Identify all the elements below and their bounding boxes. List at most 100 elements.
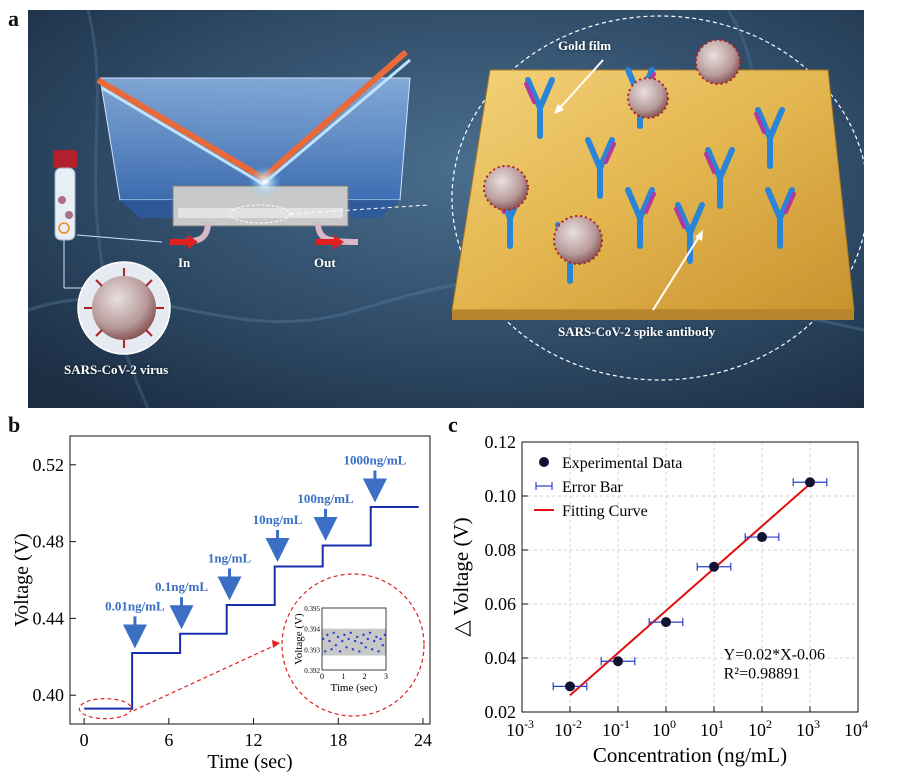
inset-pointer [133,643,279,712]
inset-point [351,648,355,651]
spr-sensor-illustration [28,10,864,408]
inset-x-label: Time (sec) [331,682,378,694]
plot-frame [521,441,859,713]
annotation-label-3: 10ng/mL [253,512,303,527]
inset-point [332,631,335,634]
voltage-step-line [84,506,419,710]
data-point [805,477,815,488]
outlet-label: Out [314,255,336,270]
inset-point [347,637,350,641]
sample-vial [53,150,163,289]
inset-point [364,646,367,649]
x-tick-label-4: 101 [700,717,724,740]
inset-point [362,633,365,637]
inset-y-tick-3: 0.395 [304,605,320,613]
inset-point [328,639,331,643]
plot-frame [69,435,431,725]
panel-b-letter: b [8,412,21,437]
inset-point [356,635,359,639]
x-tick-label-5: 102 [748,717,772,740]
y-tick-label-0: 0.40 [33,685,65,705]
prism [99,77,411,227]
inset-x-tick-0: 0 [320,672,324,681]
inset-point [349,631,352,634]
x-tick-label-2: 10-1 [602,717,630,740]
annotation-label-5: 1000ng/mL [344,452,407,467]
inset-noise-band [322,628,386,656]
inset-point [345,646,348,649]
inset-point [366,637,370,641]
x-tick-label-0: 10-3 [506,717,534,740]
legend-label-fit: Fitting Curve [562,503,648,520]
y-tick-label-2: 0.48 [33,532,65,552]
inset-y-label: Voltage (V) [293,613,305,665]
annotation-label-1: 0.1ng/mL [155,579,208,594]
inset-point [368,631,372,634]
panel-a-illustration: Gold film In Out SARS-CoV-2 virus SARS-C… [28,10,864,408]
x-axis-label: Time (sec) [207,751,292,772]
inset-x-tick-2: 2 [363,672,367,681]
virus-zoom [77,261,171,355]
calibration-chart: 10-3 10-2 10-1 100 101 102 103 104 0.02 0.04 0.06 0… [450,432,868,767]
y-axis-label: △ Voltage (V) [450,517,473,636]
x-tick-label-0: 0 [80,730,89,750]
y-tick-label-3: 0.08 [485,540,517,560]
inset-point [321,637,325,641]
plot-background [522,442,858,712]
inset-point [336,635,340,639]
inset-point [341,639,344,643]
y-tick-label-5: 0.12 [485,432,517,452]
x-tick-label-6: 103 [796,717,820,740]
annotation-label-4: 100ng/mL [297,491,354,506]
x-tick-label-1: 6 [164,730,173,750]
gold-film-label: Gold film [558,38,612,53]
x-tick-label-4: 24 [414,730,432,750]
data-point [565,681,575,692]
y-tick-label-2: 0.06 [485,594,517,614]
inset-y-tick-2: 0.394 [304,626,320,634]
y-tick-label-4: 0.10 [485,486,517,506]
x-tick-label-3: 100 [652,717,676,740]
inset-point [370,648,374,651]
inset-point [324,650,327,653]
inset-point [334,644,338,647]
inset-y-tick-0: 0.392 [304,667,320,675]
inset-x-tick-1: 1 [341,672,345,681]
data-point [661,617,671,628]
x-tick-label-1: 10-2 [554,717,582,740]
inset-point [338,650,342,653]
y-axis-label: Voltage (V) [11,533,33,627]
legend-marker-data [539,457,549,467]
data-point [709,561,719,572]
x-axis-label: Concentration (ng/mL) [593,743,787,767]
inset-y-tick-1: 0.393 [304,646,320,654]
inset-point [375,635,378,639]
fit-equation: Y=0.02*X-0.06 [724,646,825,663]
antibody-label: SARS-CoV-2 spike antibody [558,324,716,339]
y-tick-label-3: 0.52 [33,455,65,475]
panel-c-letter: c [448,412,458,437]
fitting-curve [569,483,811,697]
inset-point [381,644,384,647]
inset-point [377,650,380,653]
inset-point [353,639,357,643]
x-tick-label-2: 12 [245,730,263,750]
data-point [757,532,767,543]
inset-pointer-head [272,640,280,648]
panel-a-letter: a [8,6,19,31]
y-tick-label-1: 0.04 [485,648,517,668]
inset-point [326,633,329,637]
fit-r-squared: R²=0.98891 [724,665,801,682]
annotation-label-0: 0.01ng/mL [105,598,165,613]
y-tick-label-0: 0.02 [485,702,517,722]
baseline-highlight [78,698,132,720]
bound-viruses [483,39,741,265]
inset-point [360,641,363,645]
inset-point [379,637,382,641]
inset-point [330,648,333,651]
annotation-label-2: 1ng/mL [208,550,252,565]
inset-point [383,633,387,637]
x-tick-label-3: 18 [329,730,347,750]
x-tick-label-7: 104 [844,717,868,740]
